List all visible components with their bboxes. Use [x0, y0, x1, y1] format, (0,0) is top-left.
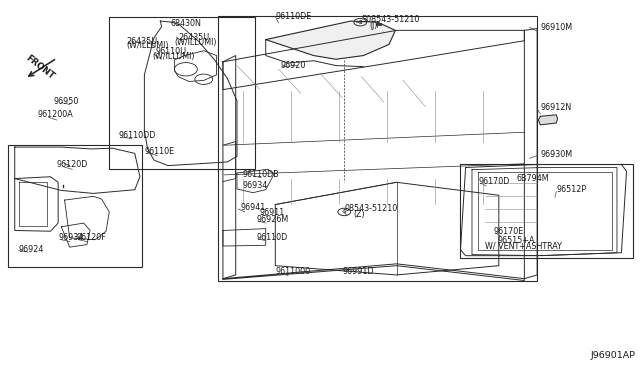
Text: 96512P: 96512P — [556, 185, 586, 194]
Text: (W/ILLUMI): (W/ILLUMI) — [127, 41, 169, 51]
Text: 96941: 96941 — [240, 203, 266, 212]
Text: 96950: 96950 — [53, 97, 79, 106]
Text: 96110E: 96110E — [145, 147, 175, 156]
Text: (W/ILLUMI): (W/ILLUMI) — [174, 38, 217, 47]
Text: (Z): (Z) — [353, 211, 365, 219]
Polygon shape — [266, 21, 396, 59]
Text: 96120F: 96120F — [76, 233, 106, 243]
Text: 96120D: 96120D — [57, 160, 88, 169]
Text: 26435U: 26435U — [127, 37, 157, 46]
Text: S08543-51210: S08543-51210 — [362, 16, 420, 25]
Text: 96934: 96934 — [242, 181, 268, 190]
Bar — [218, 16, 537, 280]
Text: 96110DB: 96110DB — [242, 170, 279, 179]
Text: 96930M: 96930M — [540, 150, 572, 159]
Text: 96934: 96934 — [58, 233, 83, 243]
Text: 96110DD: 96110DD — [119, 131, 156, 140]
Text: 96924: 96924 — [19, 244, 44, 253]
Text: (J): (J) — [370, 22, 378, 31]
Text: S: S — [358, 20, 362, 25]
Text: 68430N: 68430N — [170, 19, 202, 28]
Text: 96170D: 96170D — [478, 177, 509, 186]
Text: 96110D: 96110D — [256, 232, 287, 242]
Text: 96515+A: 96515+A — [497, 236, 535, 246]
Text: 96110U: 96110U — [156, 47, 186, 56]
Text: J96901AP: J96901AP — [591, 351, 636, 360]
Text: 96991D: 96991D — [342, 267, 374, 276]
Text: 96912N: 96912N — [540, 103, 572, 112]
Bar — [8, 145, 143, 267]
Bar — [461, 164, 633, 258]
Polygon shape — [538, 115, 557, 125]
Text: 08543-51210: 08543-51210 — [344, 205, 397, 214]
Text: W/ VENT+ASHTRAY: W/ VENT+ASHTRAY — [484, 241, 562, 250]
Text: 96110DE: 96110DE — [275, 12, 312, 21]
Text: 96170E: 96170E — [493, 227, 524, 236]
Text: FRONT: FRONT — [24, 54, 56, 81]
Bar — [109, 17, 255, 169]
Text: 6B794M: 6B794M — [516, 174, 549, 183]
Text: 96920: 96920 — [280, 61, 306, 70]
Text: 96911: 96911 — [259, 208, 285, 217]
Text: 96926M: 96926M — [256, 215, 289, 224]
Text: 26435U: 26435U — [178, 33, 209, 42]
Text: 9611000: 9611000 — [275, 267, 310, 276]
Text: S: S — [342, 209, 346, 214]
Text: (W/ILLUMI): (W/ILLUMI) — [153, 52, 195, 61]
Text: 961200A: 961200A — [38, 110, 74, 119]
Text: 96910M: 96910M — [540, 23, 572, 32]
